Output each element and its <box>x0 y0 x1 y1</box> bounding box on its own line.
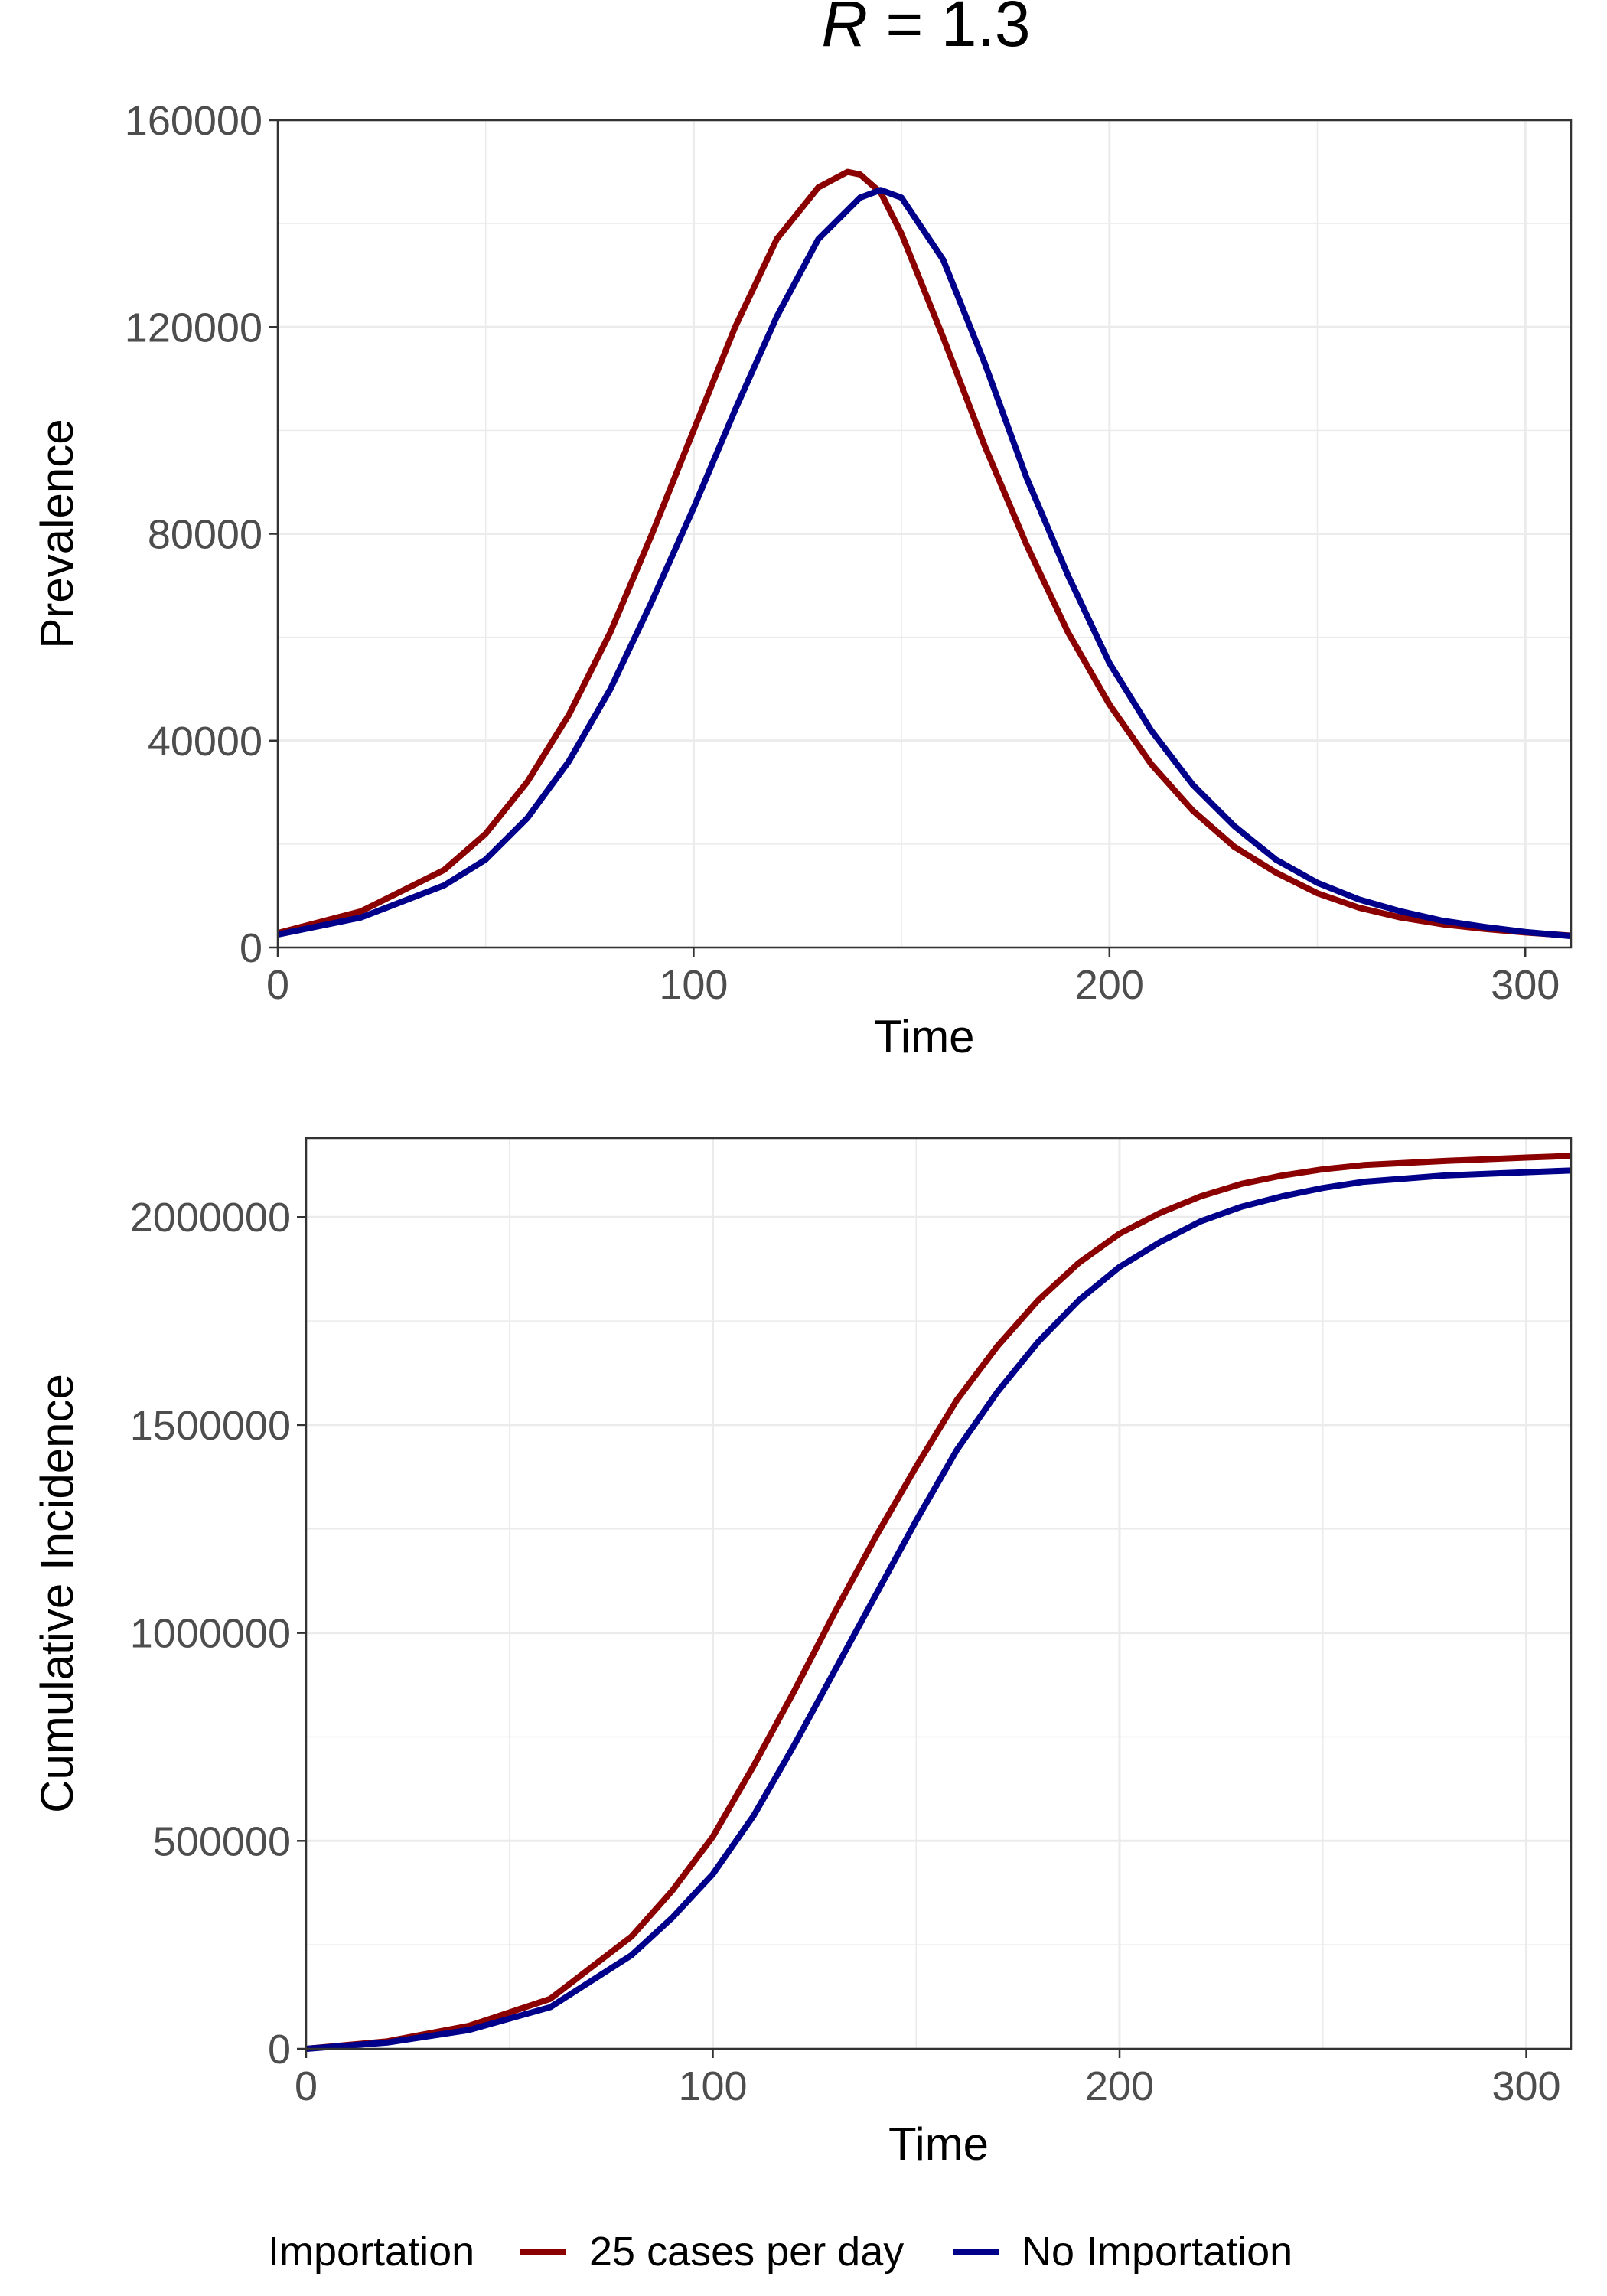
prevalence-x-tick-label: 0 <box>266 962 289 1008</box>
legend: Importation 25 cases per day No Importat… <box>268 2229 1292 2275</box>
legend-label-importation: 25 cases per day <box>589 2229 904 2275</box>
prevalence-y-tick-label: 0 <box>240 925 262 971</box>
prevalence-x-axis-title: Time <box>874 1011 974 1062</box>
prevalence-y-tick-label: 80000 <box>148 512 262 558</box>
prevalence-x-tick-label: 300 <box>1491 962 1560 1008</box>
cumulative-incidence-y-tick-label: 0 <box>268 2027 291 2073</box>
prevalence-x-tick-label: 100 <box>659 962 728 1008</box>
cumulative-incidence-plot-border <box>305 1137 1573 2050</box>
cumulative-incidence-x-tick-label: 0 <box>295 2063 318 2109</box>
prevalence-y-axis-title: Prevalence <box>31 419 83 648</box>
prevalence-y-tick-label: 120000 <box>125 305 262 351</box>
cumulative-incidence-panel: 0 100 200 300 0 500000 1000000 1500000 2000000 Ti… <box>31 1137 1573 2170</box>
legend-label-no-importation: No Importation <box>1022 2229 1292 2275</box>
cumulative-incidence-series-line-no-importation <box>305 1167 1572 2052</box>
prevalence-series-line-no-importation <box>277 187 1572 940</box>
cumulative-incidence-y-axis-title: Cumulative Incidence <box>31 1374 83 1813</box>
cumulative-incidence-y-tick-label: 2000000 <box>130 1195 291 1241</box>
prevalence-x-tick-label: 200 <box>1075 962 1144 1008</box>
prevalence-panel: 0 100 200 300 0 40000 80000 120000 160000 Time Pre… <box>31 98 1573 1062</box>
cumulative-incidence-y-tick-label: 1500000 <box>130 1403 291 1449</box>
cumulative-incidence-series-line-importation <box>305 1153 1572 2052</box>
cumulative-incidence-x-tick-label: 200 <box>1085 2063 1154 2109</box>
prevalence-y-tick-label: 40000 <box>148 719 262 765</box>
legend-title: Importation <box>268 2229 474 2275</box>
prevalence-series-line-importation <box>276 168 1572 939</box>
chart-title-value: = 1.3 <box>868 0 1031 60</box>
cumulative-incidence-x-tick-label: 300 <box>1491 2063 1560 2109</box>
cumulative-incidence-y-tick-label: 1000000 <box>130 1611 291 1657</box>
chart-title-variable: R <box>821 0 868 60</box>
cumulative-incidence-x-axis-title: Time <box>888 2118 989 2170</box>
chart-title: R = 1.3 <box>821 0 1030 60</box>
cumulative-incidence-y-tick-label: 500000 <box>153 1818 291 1864</box>
prevalence-y-tick-label: 160000 <box>125 98 262 144</box>
cumulative-incidence-x-tick-label: 100 <box>678 2063 747 2109</box>
